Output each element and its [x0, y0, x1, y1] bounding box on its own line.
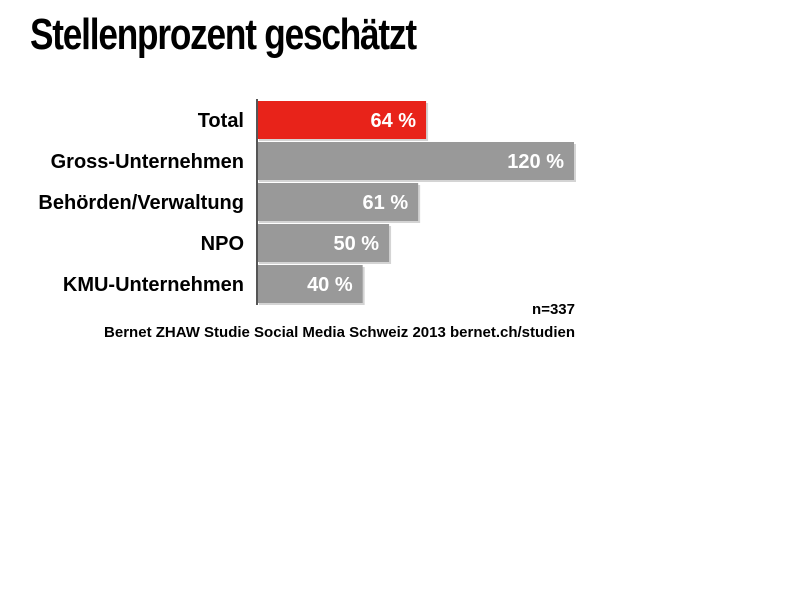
category-label: Gross-Unternehmen — [51, 151, 244, 173]
data-label: 40 % — [307, 274, 353, 296]
data-label: 50 % — [333, 233, 379, 255]
bar-gross-unternehmen — [257, 142, 574, 180]
data-label: 64 % — [370, 110, 416, 132]
data-label: 120 % — [507, 151, 564, 173]
bar-npo — [257, 224, 390, 262]
bar-beh-rden-verwaltung — [257, 183, 419, 221]
category-label: Total — [198, 110, 244, 132]
category-label: KMU-Unternehmen — [63, 274, 244, 296]
category-label: Behörden/Verwaltung — [38, 192, 244, 214]
sample-size-note: n=337 — [532, 301, 575, 318]
source-note: Bernet ZHAW Studie Social Media Schweiz … — [104, 324, 575, 341]
category-label: NPO — [201, 233, 244, 255]
bar-kmu-unternehmen — [257, 265, 363, 303]
page-title: Stellenprozent geschätzt — [30, 10, 417, 59]
bar-total — [257, 101, 427, 139]
data-label: 61 % — [363, 192, 409, 214]
